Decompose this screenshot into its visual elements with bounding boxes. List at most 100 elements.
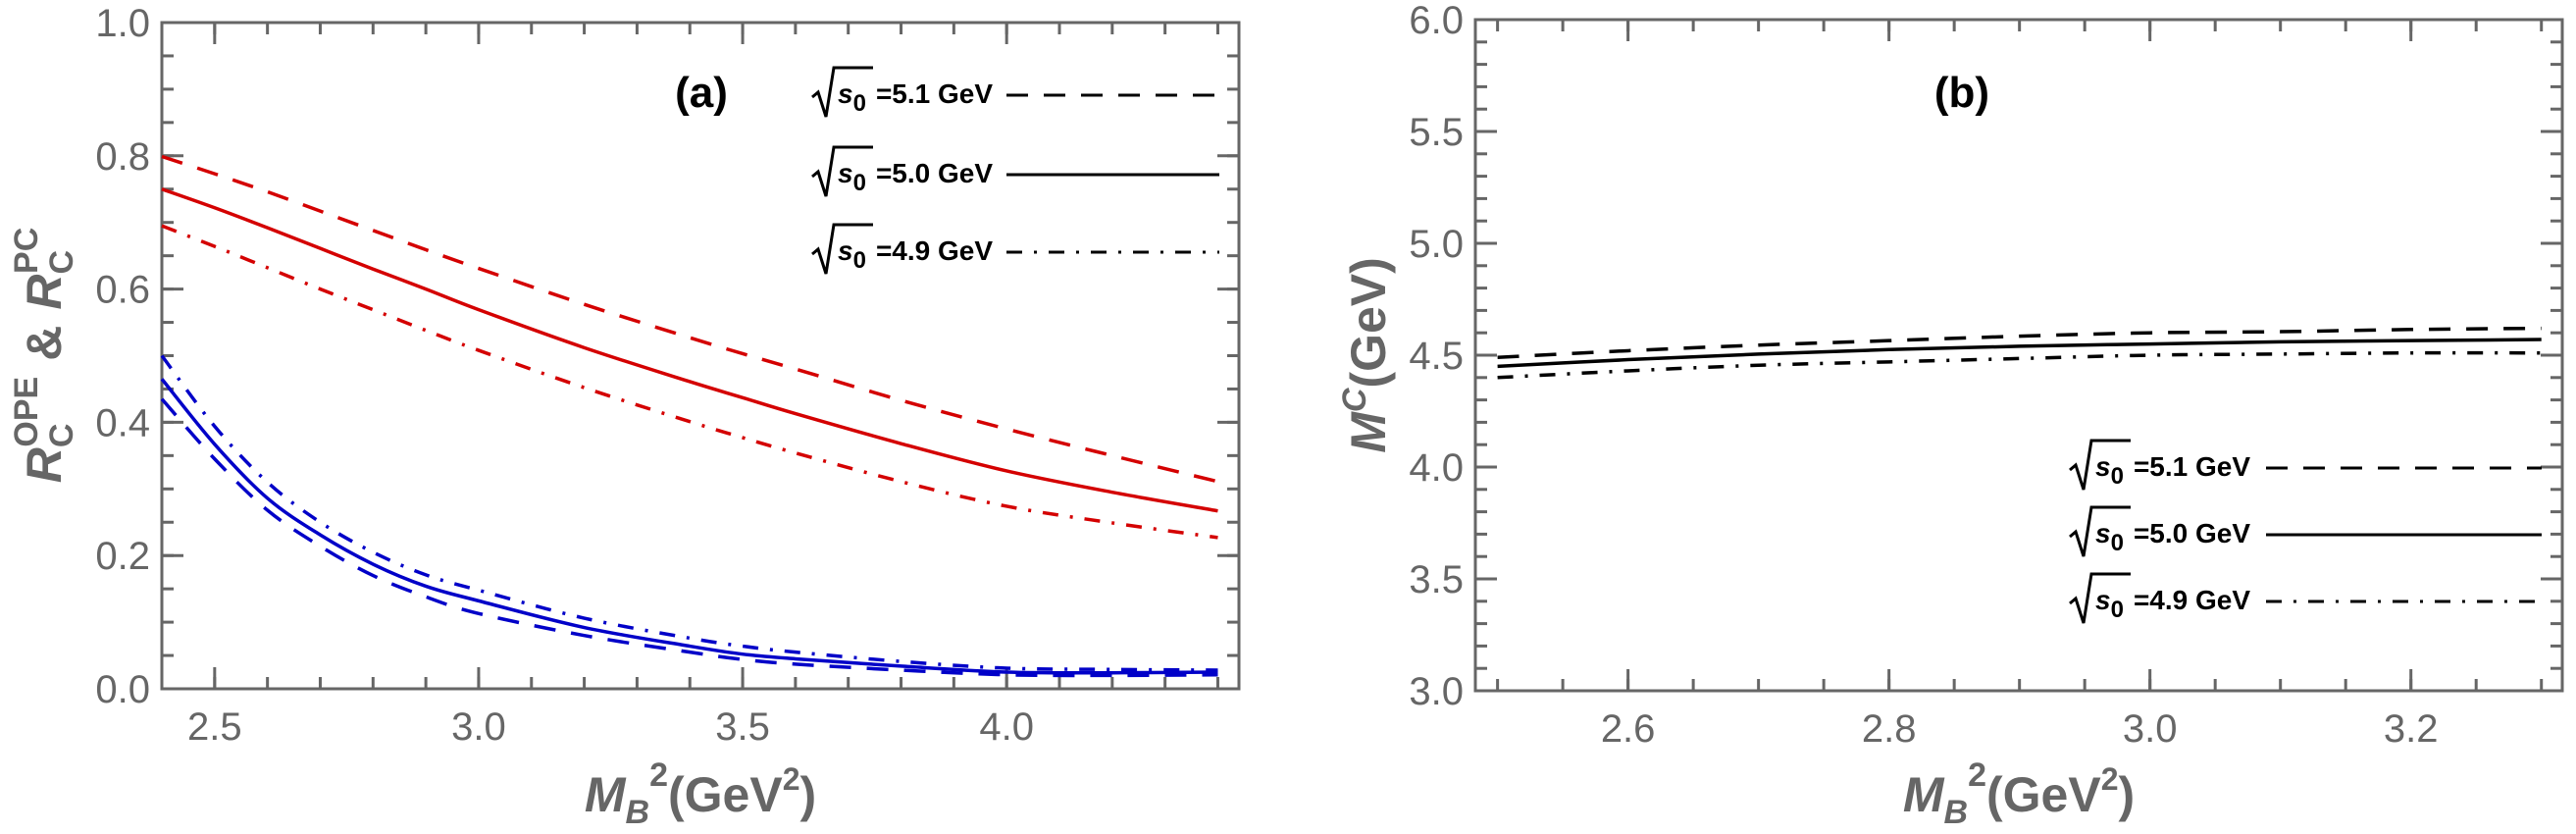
x-tick-label: 3.2 xyxy=(2384,707,2439,751)
series-line-pc-dashed xyxy=(161,154,1218,484)
legend-label: s0 =4.9 GeV xyxy=(838,235,993,274)
axis-ticks: 2.5 3.0 3.5 4.0 0.0 0.2 0.4 0.6 0.8 1.0 xyxy=(95,2,1239,749)
y-axis-title: MC(GeV) xyxy=(1336,257,1396,453)
y-title-r2-sup: PC xyxy=(8,228,45,274)
legend-value: =4.9 GeV xyxy=(876,235,993,266)
y-tick-label: 0.6 xyxy=(95,269,150,312)
x-title-sup: 2 xyxy=(1968,756,1986,794)
x-tick-label: 2.5 xyxy=(187,705,242,749)
y-tick-label: 5.0 xyxy=(1409,223,1464,266)
x-title-unit: (GeV xyxy=(1986,767,2101,822)
plot-frame xyxy=(160,21,1241,691)
legend-value: =5.0 GeV xyxy=(876,158,993,188)
legend-value: =5.1 GeV xyxy=(876,78,993,109)
y-title-r2: R xyxy=(17,275,72,310)
legend-var: s xyxy=(838,78,853,109)
legend-entry: s0 =5.1 GeV xyxy=(811,66,1219,118)
legend-var: s xyxy=(2095,585,2111,615)
legend-label: s0 =5.1 GeV xyxy=(838,78,993,117)
x-title-sup: 2 xyxy=(649,756,668,794)
sqrt-symbol xyxy=(2069,505,2131,557)
legend-var: s xyxy=(2095,451,2111,482)
x-title-unit-sup: 2 xyxy=(2101,761,2119,797)
sqrt-symbol xyxy=(811,145,873,197)
legend-value: =5.0 GeV xyxy=(2134,518,2250,548)
legend-entry: s0 =5.0 GeV xyxy=(2069,505,2542,557)
plot-border xyxy=(1473,18,2564,693)
legend-sub: 0 xyxy=(853,170,866,196)
x-tick-label: 2.6 xyxy=(1601,707,1656,751)
legend-value: =4.9 GeV xyxy=(2134,585,2250,615)
series-line-pc-solid xyxy=(161,187,1218,513)
legend-label: s0 =5.0 GeV xyxy=(2095,518,2250,556)
y-title-amp: & xyxy=(17,326,72,361)
y-tick-label: 0.2 xyxy=(95,535,150,578)
x-title-close: ) xyxy=(2118,767,2135,822)
y-tick-label: 4.0 xyxy=(1409,446,1464,490)
axis-ticks: 2.6 2.8 3.0 3.2 3.0 3.5 4.0 4.5 5.0 5.5 6.0 xyxy=(1409,0,2562,751)
legend-entry: s0 =5.1 GeV xyxy=(2069,439,2542,491)
x-tick-label: 2.8 xyxy=(1862,707,1917,751)
y-title-unit: (GeV) xyxy=(1341,257,1396,388)
x-title-unit-sup: 2 xyxy=(783,761,800,797)
series-line-solid xyxy=(1497,338,2542,369)
y-tick-label: 0.0 xyxy=(95,668,150,711)
legend-var: s xyxy=(838,158,853,188)
legend-var: s xyxy=(838,235,853,266)
curves xyxy=(1497,326,2542,380)
x-title-close: ) xyxy=(799,767,816,822)
x-tick-label: 3.0 xyxy=(2123,707,2178,751)
panel-label: (a) xyxy=(675,69,728,117)
series-line-ope-dashdot xyxy=(160,354,1218,672)
curves xyxy=(160,154,1218,678)
series-line-pc-dashdot xyxy=(161,224,1218,540)
y-tick-label: 5.5 xyxy=(1409,111,1464,154)
y-title-r2-sub: C xyxy=(43,250,80,275)
y-title-sup: C xyxy=(1336,388,1373,412)
y-title-r1-sup: OPE xyxy=(8,377,45,447)
legend-value: =5.1 GeV xyxy=(2134,451,2250,482)
y-tick-label: 4.5 xyxy=(1409,335,1464,378)
x-title-main: M xyxy=(1903,767,1945,822)
series-line-dashdot xyxy=(1497,350,2542,380)
y-tick-label: 3.5 xyxy=(1409,558,1464,601)
legend-sub: 0 xyxy=(2111,530,2124,556)
y-title-main: M xyxy=(1341,411,1396,453)
series-line-dashed xyxy=(1497,326,2542,360)
x-tick-label: 4.0 xyxy=(979,705,1034,749)
legend-var: s xyxy=(2095,518,2111,548)
legend-sub: 0 xyxy=(2111,463,2124,490)
series-line-ope-dashed xyxy=(160,397,1218,678)
y-tick-label: 1.0 xyxy=(95,2,150,45)
sqrt-symbol xyxy=(811,223,873,275)
x-axis-title: MB2(GeV2) xyxy=(1903,756,2135,831)
sqrt-symbol xyxy=(811,66,873,118)
panel-b: 2.6 2.8 3.0 3.23.03.54.04.55.05.56.0 (b) s0… xyxy=(1336,0,2564,831)
legend-sub: 0 xyxy=(853,90,866,117)
sqrt-symbol xyxy=(2069,572,2131,624)
legend-sub: 0 xyxy=(2111,597,2124,623)
y-axis-title: RCOPE&RCPC xyxy=(8,228,80,484)
panel-a: 2.5 3.0 3.5 4.00.00.20.40.60.81.0 (a) s0 =5.… xyxy=(8,2,1241,831)
y-tick-label: 6.0 xyxy=(1409,0,1464,42)
x-tick-label: 3.0 xyxy=(451,705,506,749)
x-axis-title: MB2(GeV2) xyxy=(585,756,816,831)
legend-entry: s0 =5.0 GeV xyxy=(811,145,1219,197)
legend-label: s0 =4.9 GeV xyxy=(2095,585,2250,623)
legend-label: s0 =5.0 GeV xyxy=(838,158,993,196)
x-tick-label: 3.5 xyxy=(715,705,770,749)
y-tick-label: 3.0 xyxy=(1409,670,1464,713)
plot-border xyxy=(160,21,1241,691)
x-title-sub: B xyxy=(1944,794,1969,831)
y-title-r1: R xyxy=(17,447,72,483)
legend-label: s0 =5.1 GeV xyxy=(2095,451,2250,490)
x-title-unit: (GeV xyxy=(668,767,783,822)
x-title-main: M xyxy=(585,767,627,822)
series-line-ope-solid xyxy=(160,378,1218,675)
x-title-sub: B xyxy=(626,794,650,831)
y-tick-label: 0.4 xyxy=(95,401,150,444)
legend-entry: s0 =4.9 GeV xyxy=(2069,572,2542,624)
